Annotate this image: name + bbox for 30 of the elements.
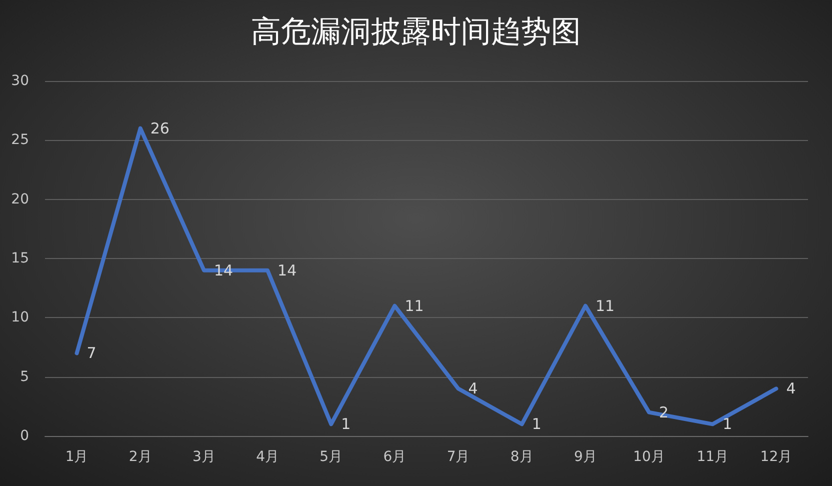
data-label: 14 bbox=[278, 261, 297, 280]
x-tick-label: 5月 bbox=[320, 449, 343, 465]
chart-title: 高危漏洞披露时间趋势图 bbox=[251, 14, 581, 50]
x-tick-label: 10月 bbox=[633, 449, 665, 465]
y-tick-label: 0 bbox=[20, 428, 29, 444]
data-label: 1 bbox=[722, 415, 732, 434]
y-tick-label: 10 bbox=[11, 310, 29, 326]
x-tick-label: 8月 bbox=[510, 449, 534, 465]
data-label: 7 bbox=[86, 344, 96, 362]
y-tick-label: 25 bbox=[11, 132, 29, 148]
x-tick-label: 6月 bbox=[383, 449, 406, 465]
data-label: 1 bbox=[341, 415, 351, 434]
data-label: 1 bbox=[532, 415, 542, 434]
x-tick-label: 11月 bbox=[696, 449, 729, 465]
y-tick-label: 5 bbox=[20, 368, 29, 385]
y-tick-label: 15 bbox=[11, 250, 29, 266]
x-tick-label: 9月 bbox=[574, 449, 597, 465]
x-tick-label: 12月 bbox=[760, 449, 792, 465]
x-tick-label: 1月 bbox=[65, 449, 88, 465]
data-label: 4 bbox=[468, 380, 478, 398]
x-tick-label: 3月 bbox=[192, 449, 216, 465]
data-label: 4 bbox=[786, 380, 796, 398]
x-tick-label: 7月 bbox=[446, 449, 470, 465]
data-label: 11 bbox=[404, 296, 424, 315]
y-tick-label: 20 bbox=[11, 191, 29, 208]
y-tick-label: 30 bbox=[11, 73, 29, 89]
data-label: 11 bbox=[595, 296, 615, 315]
data-label: 26 bbox=[150, 119, 170, 138]
x-tick-label: 4月 bbox=[256, 449, 280, 465]
x-tick-label: 2月 bbox=[128, 449, 152, 465]
